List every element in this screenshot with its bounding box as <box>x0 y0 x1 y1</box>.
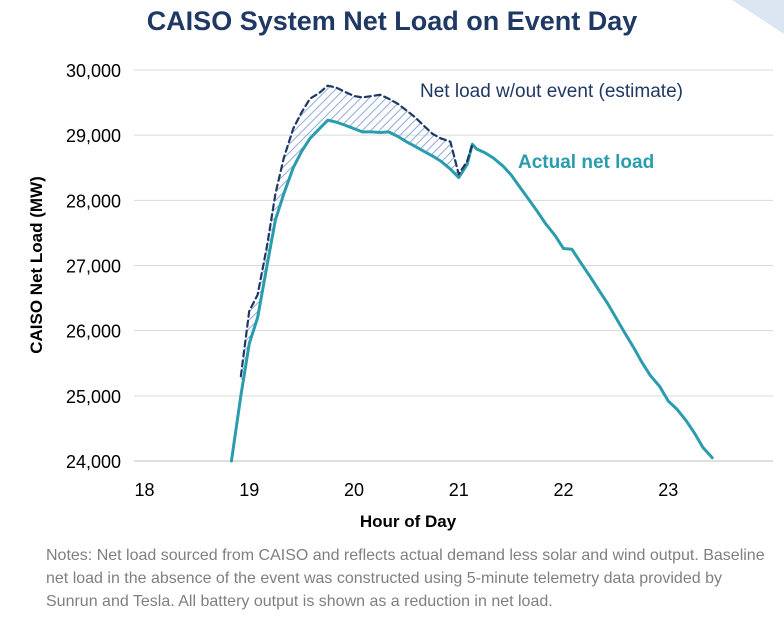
y-tick-label: 25,000 <box>66 387 121 407</box>
chart-notes: Notes: Net load sourced from CAISO and r… <box>46 547 765 610</box>
x-tick-label: 20 <box>344 480 364 500</box>
x-axis-label: Hour of Day <box>360 512 457 531</box>
x-tick-label: 21 <box>449 480 469 500</box>
axis-ticks: 24,000 25,000 26,000 27,000 28,000 29,000 30,0… <box>66 61 678 500</box>
x-tick-label: 22 <box>553 480 573 500</box>
series-actual-net-load <box>229 118 714 463</box>
y-tick-label: 24,000 <box>66 452 121 472</box>
y-axis-label: CAISO Net Load (MW) <box>27 176 46 354</box>
y-tick-label: 30,000 <box>66 61 121 81</box>
shaded-difference-area <box>240 85 473 396</box>
gridlines <box>134 69 773 462</box>
chart-title: CAISO System Net Load on Event Day <box>146 6 638 36</box>
corner-decoration <box>732 0 784 34</box>
y-tick-label: 26,000 <box>66 322 121 342</box>
annotation-estimate: Net load w/out event (estimate) <box>420 81 683 102</box>
series-estimate-net-load <box>239 84 474 378</box>
y-tick-label: 29,000 <box>66 126 121 146</box>
y-tick-label: 28,000 <box>66 191 121 211</box>
shaded-difference-area <box>240 85 473 396</box>
x-tick-label: 23 <box>658 480 678 500</box>
x-tick-label: 18 <box>134 480 154 500</box>
series-lines <box>229 84 714 463</box>
y-tick-label: 27,000 <box>66 257 121 277</box>
chart-area: 24,000 25,000 26,000 27,000 28,000 29,000 30,0… <box>27 61 773 531</box>
annotation-actual: Actual net load <box>518 152 654 173</box>
x-tick-label: 19 <box>239 480 259 500</box>
